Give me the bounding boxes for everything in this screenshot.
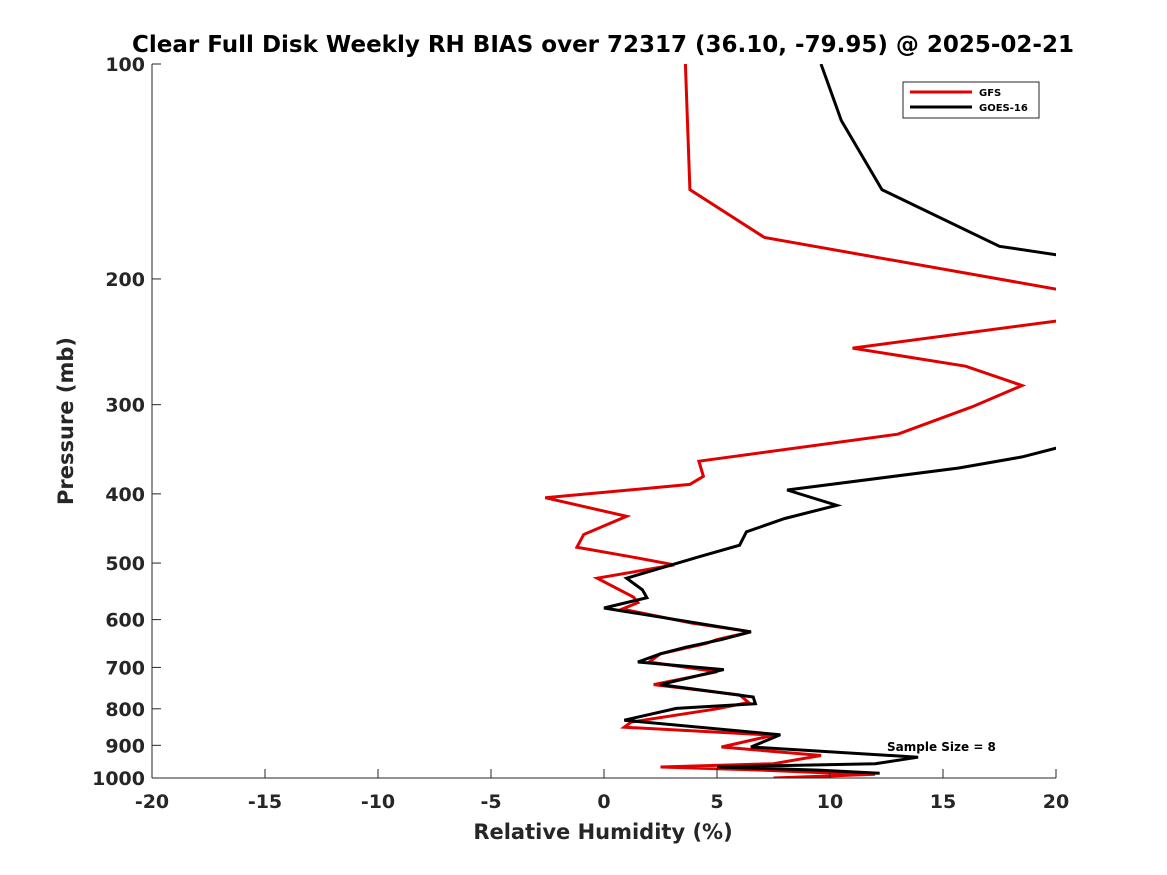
- legend-entry: GFS: [979, 88, 1001, 99]
- series-line-gfs: [544, 64, 1056, 778]
- x-tick-label: -15: [248, 791, 282, 813]
- x-tick-label: -5: [480, 791, 501, 813]
- x-tick-label: -20: [135, 791, 169, 813]
- x-tick-label: 0: [597, 791, 610, 813]
- legend-box: [902, 81, 1040, 119]
- x-tick-label: 10: [817, 791, 843, 813]
- y-tick-label: 900: [105, 735, 145, 757]
- y-tick-label: 200: [105, 269, 145, 291]
- y-tick-label: 500: [105, 553, 145, 575]
- y-axis-label: Pressure (mb): [54, 337, 78, 505]
- sample-size-annotation: Sample Size = 8: [887, 740, 996, 754]
- chart-title: Clear Full Disk Weekly RH BIAS over 7231…: [132, 32, 1074, 58]
- y-tick-label: 700: [105, 657, 145, 679]
- x-axis-label: Relative Humidity (%): [473, 820, 732, 844]
- series-line-goes-16: [603, 64, 1056, 775]
- y-tick-label: 600: [105, 610, 145, 632]
- y-tick-label: 1000: [92, 768, 145, 790]
- y-tick-label: 400: [105, 484, 145, 506]
- plot-area: [544, 64, 1056, 778]
- y-tick-label: 100: [105, 54, 145, 76]
- axes: -20 -15 -10 -5 0 5 10 15 20 100 200 300 400 500 600 700…: [92, 54, 1069, 813]
- y-tick-label: 800: [105, 699, 145, 721]
- x-tick-label: -10: [361, 791, 395, 813]
- x-tick-label: 15: [930, 791, 956, 813]
- legend: GFS GOES-16: [902, 81, 1040, 119]
- x-tick-label: 5: [710, 791, 723, 813]
- y-tick-label: 300: [105, 395, 145, 417]
- x-tick-label: 20: [1043, 791, 1069, 813]
- legend-entry: GOES-16: [979, 103, 1028, 114]
